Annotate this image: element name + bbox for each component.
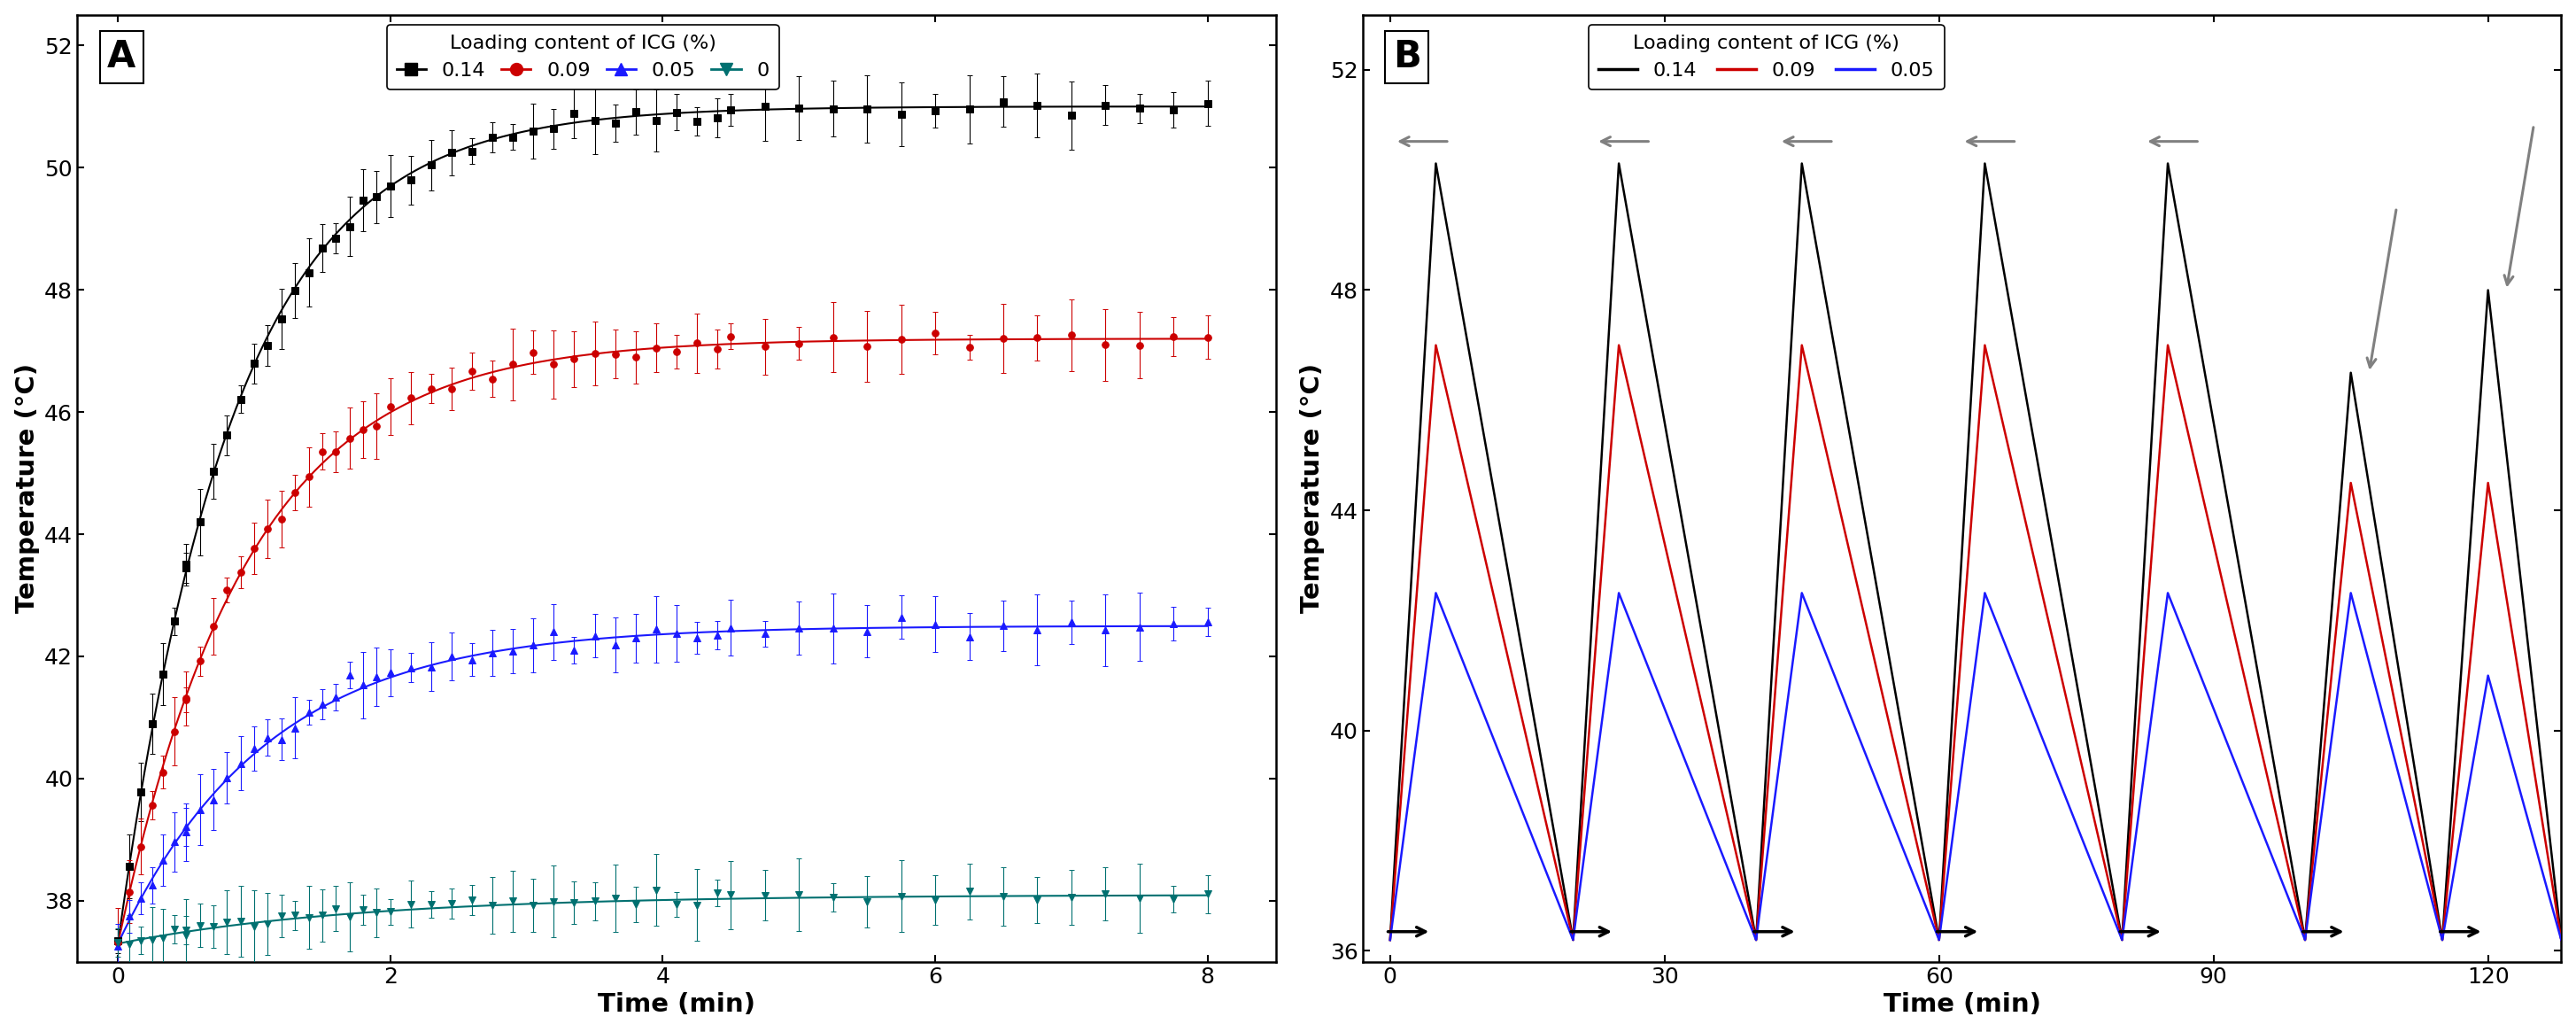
Y-axis label: Temperature (°C): Temperature (°C): [15, 363, 39, 613]
Text: A: A: [108, 38, 137, 75]
Y-axis label: Temperature (°C): Temperature (°C): [1301, 363, 1324, 613]
X-axis label: Time (min): Time (min): [1883, 993, 2040, 1018]
Legend: 0.14, 0.09, 0.05, 0: 0.14, 0.09, 0.05, 0: [386, 25, 778, 90]
Legend: 0.14, 0.09, 0.05: 0.14, 0.09, 0.05: [1589, 25, 1945, 90]
Text: B: B: [1394, 38, 1422, 75]
X-axis label: Time (min): Time (min): [598, 993, 755, 1018]
